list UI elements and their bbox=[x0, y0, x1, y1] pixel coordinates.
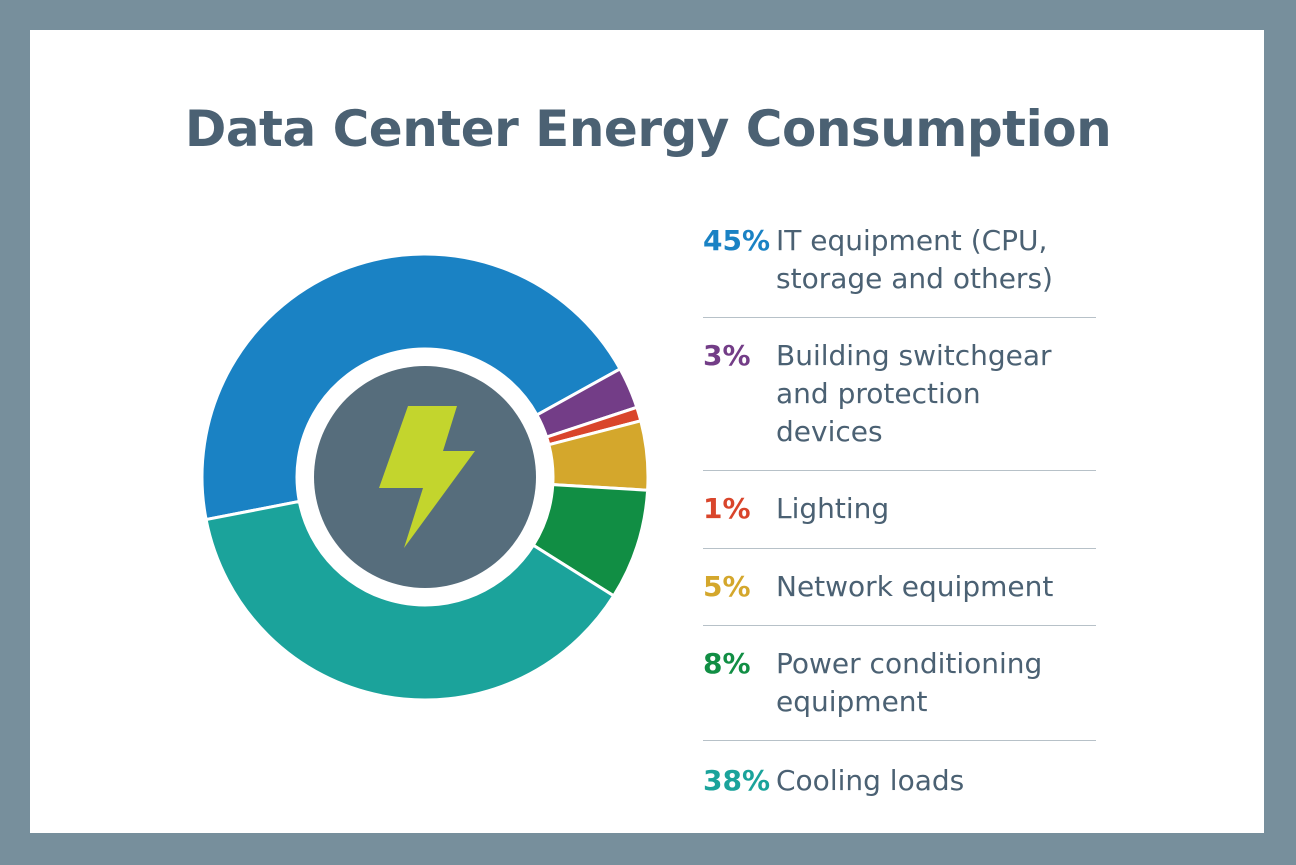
legend-percent: 8% bbox=[703, 647, 751, 680]
legend-item: 45% IT equipment (CPU, storage and others) bbox=[703, 222, 1096, 298]
donut-slice-0 bbox=[200, 252, 623, 522]
legend-label: Power conditioning bbox=[776, 647, 1043, 680]
legend-percent: 45% bbox=[703, 224, 771, 257]
donut-slice-5 bbox=[204, 499, 616, 702]
legend-label: Building switchgear bbox=[776, 339, 1052, 372]
chart-title: Data Center Energy Consumption bbox=[184, 100, 1112, 158]
legend-percent: 3% bbox=[703, 339, 751, 372]
legend-divider bbox=[703, 740, 1096, 741]
legend-label: and protection devices bbox=[776, 377, 981, 448]
legend-divider bbox=[703, 625, 1096, 626]
legend-label: Lighting bbox=[776, 492, 890, 525]
legend-divider bbox=[703, 548, 1096, 549]
legend-percent: 38% bbox=[703, 764, 771, 797]
legend-item: 38% Cooling loads bbox=[703, 762, 1096, 800]
lightning-bolt-icon bbox=[379, 406, 475, 548]
legend-divider bbox=[703, 470, 1096, 471]
legend-percent: 5% bbox=[703, 570, 751, 603]
legend-label: storage and others) bbox=[776, 262, 1053, 295]
legend-item: 3% Building switchgear and protection devi… bbox=[703, 337, 1096, 451]
legend-item: 8% Power conditioning equipment bbox=[703, 645, 1096, 721]
legend-divider bbox=[703, 317, 1096, 318]
legend-item: 1% Lighting bbox=[703, 490, 1096, 528]
legend-label: IT equipment (CPU, bbox=[776, 224, 1048, 257]
legend-item: 5% Network equipment bbox=[703, 568, 1096, 606]
legend-label: Cooling loads bbox=[776, 764, 965, 797]
legend: 45% IT equipment (CPU, storage and others)… bbox=[703, 222, 1096, 800]
legend-percent: 1% bbox=[703, 492, 751, 525]
legend-label: equipment bbox=[776, 685, 928, 718]
legend-label: Network equipment bbox=[776, 570, 1054, 603]
